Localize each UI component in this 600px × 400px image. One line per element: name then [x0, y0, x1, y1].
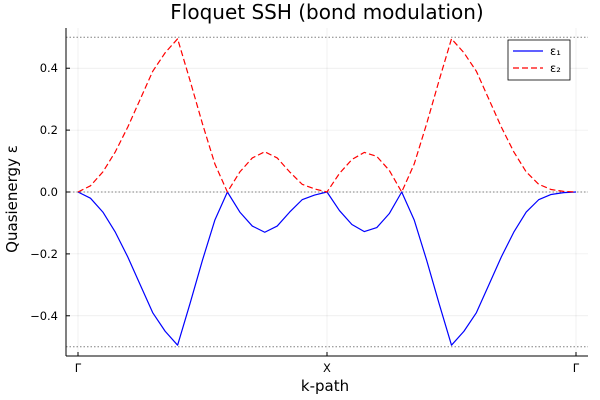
y-axis-label: Quasienergy ε [3, 145, 21, 253]
legend-label-2: ε₂ [550, 61, 561, 75]
legend-label-1: ε₁ [550, 44, 561, 58]
series-line-2 [77, 38, 577, 193]
x-tick-label: Γ [573, 361, 580, 375]
legend: ε₁ ε₂ [507, 39, 571, 81]
x-tick-label: Γ [75, 361, 82, 375]
plot-area: −0.4 −0.2 0.0 0.2 0.4 Γ X Γ [30, 28, 588, 375]
y-tick-label: 0.0 [40, 185, 58, 199]
y-tick-label: −0.4 [30, 309, 58, 323]
legend-box [507, 39, 571, 81]
y-tick-label: 0.4 [40, 61, 58, 75]
y-tick-label: −0.2 [30, 247, 58, 261]
chart-title: Floquet SSH (bond modulation) [170, 0, 483, 24]
y-tick-label: 0.2 [40, 123, 58, 137]
x-axis-label: k-path [301, 377, 349, 395]
x-tick-label: X [323, 361, 331, 375]
